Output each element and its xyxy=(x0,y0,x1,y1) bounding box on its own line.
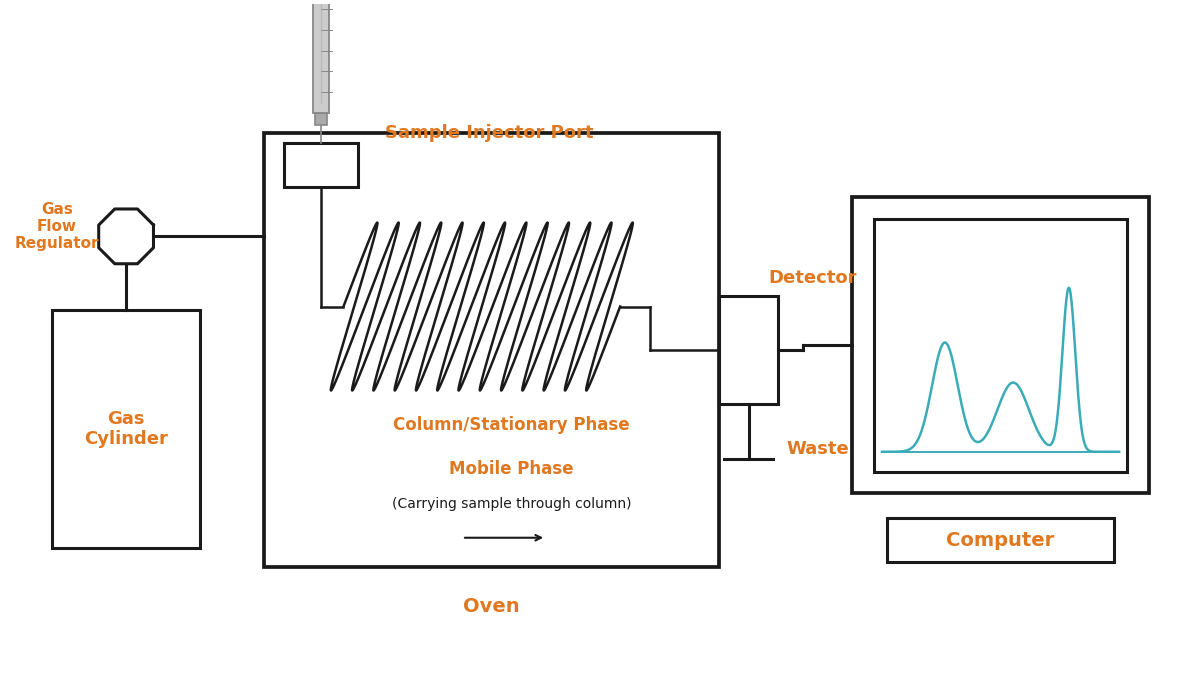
Text: Gas
Cylinder: Gas Cylinder xyxy=(84,410,168,449)
FancyBboxPatch shape xyxy=(284,143,359,187)
Text: Mobile Phase: Mobile Phase xyxy=(449,460,574,477)
FancyBboxPatch shape xyxy=(264,132,719,568)
Text: Waste: Waste xyxy=(786,440,850,458)
Text: Sample Injector Port: Sample Injector Port xyxy=(385,124,594,141)
Text: Gas
Flow
Regulator: Gas Flow Regulator xyxy=(14,202,100,251)
Text: Detector: Detector xyxy=(768,269,857,287)
FancyBboxPatch shape xyxy=(313,0,329,113)
Polygon shape xyxy=(98,209,154,264)
FancyBboxPatch shape xyxy=(874,218,1127,472)
Text: Oven: Oven xyxy=(463,597,520,616)
FancyBboxPatch shape xyxy=(852,197,1148,494)
FancyBboxPatch shape xyxy=(52,311,200,547)
FancyBboxPatch shape xyxy=(887,518,1114,562)
Text: Column/Stationary Phase: Column/Stationary Phase xyxy=(394,416,630,434)
FancyBboxPatch shape xyxy=(719,295,779,405)
Text: (Carrying sample through column): (Carrying sample through column) xyxy=(391,497,631,511)
Text: Computer: Computer xyxy=(947,531,1055,550)
FancyBboxPatch shape xyxy=(316,113,328,125)
